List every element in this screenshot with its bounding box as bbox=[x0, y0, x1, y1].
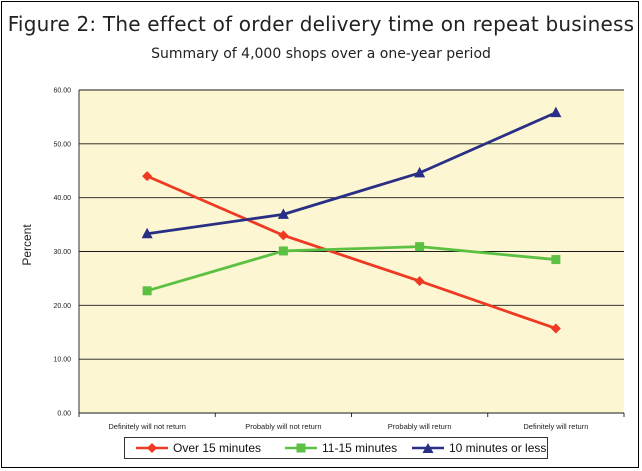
y-axis-ticks: 0.00 10.00 20.00 30.00 40.00 50.00 60.00 bbox=[53, 88, 71, 418]
data-point-square bbox=[551, 255, 561, 265]
chart-title: Figure 2: The effect of order delivery t… bbox=[7, 12, 635, 36]
series-line bbox=[146, 111, 557, 236]
data-point-triangle bbox=[277, 208, 289, 219]
data-point-diamond bbox=[414, 276, 425, 287]
series-line bbox=[146, 174, 557, 330]
legend-label: 11-15 minutes bbox=[322, 441, 398, 455]
x-tick-label: Definitely will not return bbox=[108, 422, 186, 431]
y-tick-label: 50.00 bbox=[53, 141, 71, 148]
chart-subtitle: Summary of 4,000 shops over a one-year p… bbox=[151, 46, 491, 62]
y-tick-label: 60.00 bbox=[53, 88, 71, 95]
legend-item: 10 minutes or less bbox=[411, 438, 546, 458]
y-tick-label: 10.00 bbox=[53, 357, 71, 364]
legend-label: Over 15 minutes bbox=[173, 441, 262, 455]
legend-label: 10 minutes or less bbox=[449, 441, 547, 455]
y-tick-label: 0.00 bbox=[57, 411, 71, 418]
series-lines bbox=[146, 111, 557, 330]
y-tick-label: 30.00 bbox=[53, 249, 71, 256]
y-axis-label: Percent bbox=[20, 224, 34, 266]
data-point-square bbox=[142, 286, 152, 296]
series-line bbox=[146, 245, 557, 293]
x-axis-ticks: Definitely will not return Probably will … bbox=[78, 413, 625, 431]
triangle-marker-icon bbox=[422, 443, 434, 453]
data-point-diamond bbox=[550, 323, 561, 334]
data-point-diamond bbox=[278, 230, 289, 241]
data-point-triangle bbox=[414, 166, 426, 178]
legend-swatch-square bbox=[285, 443, 317, 453]
series-markers bbox=[141, 106, 562, 334]
data-point-triangle bbox=[141, 227, 153, 239]
square-marker-icon bbox=[296, 443, 306, 453]
diamond-marker-icon bbox=[147, 443, 157, 453]
legend-item: Over 15 minutes bbox=[135, 438, 261, 458]
y-tick-label: 20.00 bbox=[53, 303, 71, 310]
y-tick-label: 40.00 bbox=[53, 195, 71, 202]
x-tick-label: Definitely will return bbox=[523, 422, 588, 431]
x-tick-label: Probably will return bbox=[388, 422, 452, 431]
legend-swatch-diamond bbox=[136, 443, 168, 453]
data-point-square bbox=[278, 246, 288, 256]
data-point-square bbox=[415, 242, 425, 252]
legend-swatch-triangle bbox=[412, 443, 444, 453]
x-tick-label: Probably will not return bbox=[245, 422, 321, 431]
data-point-triangle bbox=[550, 106, 562, 118]
data-point-diamond bbox=[142, 171, 153, 182]
legend: Over 15 minutes 11-15 minutes 10 minutes… bbox=[124, 437, 548, 459]
legend-item: 11-15 minutes bbox=[284, 438, 397, 458]
